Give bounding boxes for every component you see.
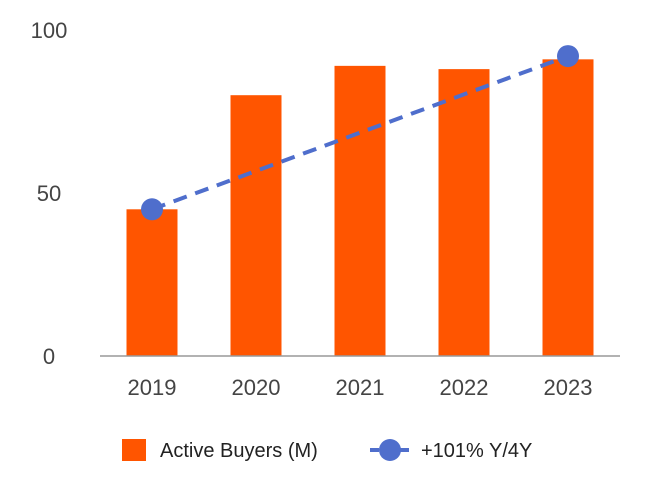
x-tick-2023: 2023: [544, 375, 593, 400]
legend-bar-swatch: [122, 439, 146, 461]
bar-2023: [542, 59, 594, 357]
y-tick-50: 50: [37, 181, 61, 206]
y-axis-ticks: 0 50 100: [31, 18, 68, 369]
x-tick-2021: 2021: [336, 375, 385, 400]
trend-series: [141, 45, 579, 221]
legend-bar-label: Active Buyers (M): [160, 440, 318, 462]
y-tick-100: 100: [31, 18, 68, 43]
legend: Active Buyers (M) +101% Y/4Y: [122, 439, 532, 462]
x-tick-2020: 2020: [232, 375, 281, 400]
bar-2022: [438, 69, 490, 357]
x-tick-2019: 2019: [128, 375, 177, 400]
bar-2021: [334, 65, 386, 357]
bars: [126, 59, 594, 357]
trend-line: [151, 54, 569, 212]
bar-2019: [126, 209, 178, 356]
legend-line-label: +101% Y/4Y: [421, 440, 532, 462]
y-tick-0: 0: [43, 344, 55, 369]
x-axis-ticks: 2019 2020 2021 2022 2023: [128, 375, 593, 400]
trend-point-2023: [557, 45, 579, 68]
x-tick-2022: 2022: [440, 375, 489, 400]
trend-point-2019: [141, 198, 163, 221]
legend-line-dot: [379, 439, 401, 461]
bar-2020: [230, 95, 282, 356]
